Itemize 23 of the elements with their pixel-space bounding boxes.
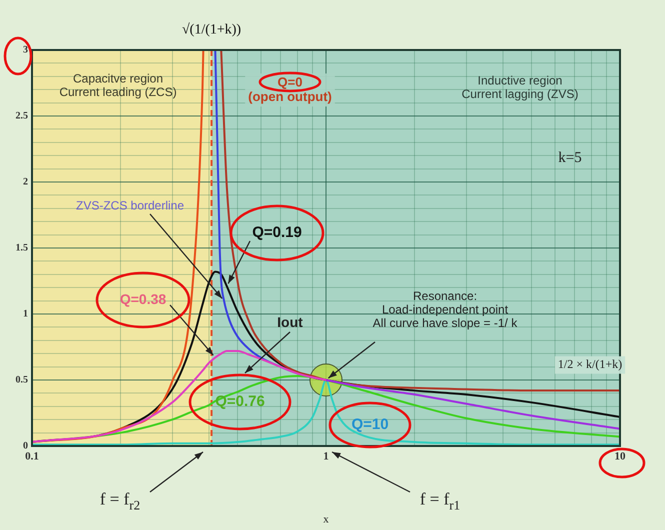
y-tick-label: 0 [23, 440, 28, 452]
annotation: Iout [277, 314, 304, 330]
y-tick-label: 0.5 [16, 374, 28, 386]
annotation: Q=0.76 [215, 393, 265, 410]
annotation: k=5 [558, 150, 582, 166]
annotation: Q=0.38 [120, 290, 166, 307]
y-tick-label: 1.5 [16, 242, 28, 254]
annotation: Q=0 (open output) [248, 74, 332, 104]
annotation: Q=0.19 [252, 224, 302, 242]
annotation: Resonance: Load-independent point All curve have slope = -1/ k [372, 288, 518, 330]
y-tick-label: 1 [23, 308, 28, 320]
annotation: 1/2 × k/(1+k) [558, 357, 622, 372]
annotation: Inductive region Current lagging (ZVS) [462, 74, 578, 102]
annotation: Q=10 [351, 416, 389, 434]
annotation: ZVS-ZCS borderline [76, 198, 184, 212]
annotation: Capacitve region Current leading (ZCS) [59, 72, 177, 100]
y-tick-label: 2.5 [16, 110, 28, 122]
x-tick-label: 10 [614, 450, 626, 462]
x-axis-title: x [323, 513, 330, 526]
text: 0.1 [25, 450, 39, 462]
ref-line-label: √(1/(1+k)) [182, 22, 242, 38]
y-tick-label: 2 [23, 176, 28, 188]
y-tick-label: 3 [23, 44, 28, 56]
